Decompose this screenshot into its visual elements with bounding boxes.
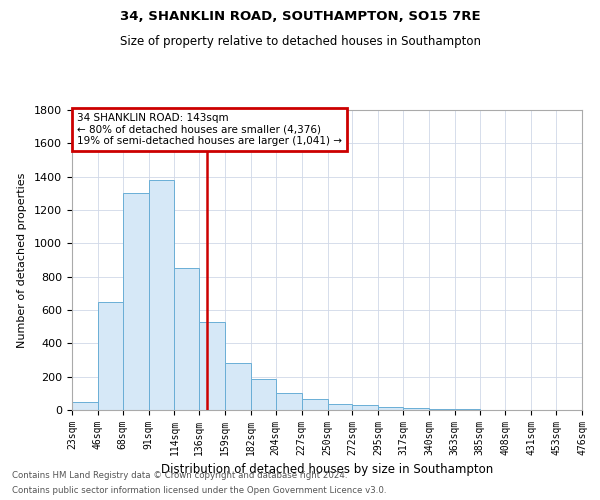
Text: Contains HM Land Registry data © Crown copyright and database right 2024.: Contains HM Land Registry data © Crown c… [12, 471, 347, 480]
Text: Size of property relative to detached houses in Southampton: Size of property relative to detached ho… [119, 35, 481, 48]
Y-axis label: Number of detached properties: Number of detached properties [17, 172, 27, 348]
Bar [251, 379, 276, 410]
Bar [149, 180, 175, 410]
Bar [455, 409, 479, 410]
Bar [328, 404, 352, 410]
Text: 34, SHANKLIN ROAD, SOUTHAMPTON, SO15 7RE: 34, SHANKLIN ROAD, SOUTHAMPTON, SO15 7RE [119, 10, 481, 23]
Bar [199, 322, 225, 410]
X-axis label: Distribution of detached houses by size in Southampton: Distribution of detached houses by size … [161, 464, 493, 476]
Bar [429, 408, 455, 410]
Bar [302, 399, 328, 410]
Text: 34 SHANKLIN ROAD: 143sqm
← 80% of detached houses are smaller (4,376)
19% of sem: 34 SHANKLIN ROAD: 143sqm ← 80% of detach… [77, 113, 342, 146]
Bar [98, 302, 122, 410]
Bar [72, 402, 98, 410]
Bar [352, 405, 378, 410]
Bar [175, 268, 199, 410]
Bar [403, 408, 429, 410]
Bar [378, 406, 403, 410]
Bar [122, 194, 149, 410]
Bar [276, 392, 302, 410]
Text: Contains public sector information licensed under the Open Government Licence v3: Contains public sector information licen… [12, 486, 386, 495]
Bar [225, 364, 251, 410]
